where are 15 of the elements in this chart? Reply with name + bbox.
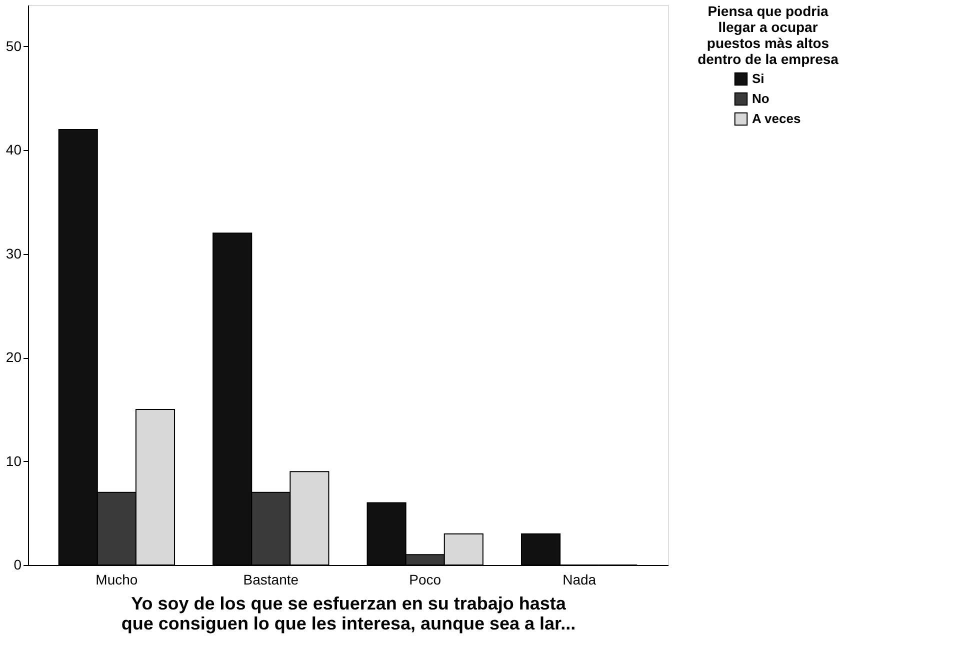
y-tick-label: 50	[6, 38, 22, 54]
x-tick-label: Nada	[562, 572, 596, 588]
y-tick-label: 20	[6, 349, 22, 366]
x-tick-label: Mucho	[96, 572, 138, 588]
legend-title: Piensa que podria llegar a ocupar puestos màs altos dentro de la empresa	[698, 3, 839, 67]
x-tick-label: Bastante	[243, 572, 299, 588]
x-tick-label: Poco	[409, 572, 442, 588]
y-tick-label: 10	[6, 452, 22, 469]
x-axis-title: Yo soy de los que se esfuerzan en su trabajo hasta que consiguen lo que les interesa, aunque sea a lar...	[121, 594, 576, 634]
legend-label: A veces	[752, 111, 801, 126]
y-tick-label: 30	[6, 245, 22, 262]
y-tick-label: 0	[14, 556, 22, 572]
legend-label: No	[752, 91, 770, 106]
legend-label: Si	[752, 71, 764, 86]
y-tick-label: 40	[6, 142, 22, 158]
